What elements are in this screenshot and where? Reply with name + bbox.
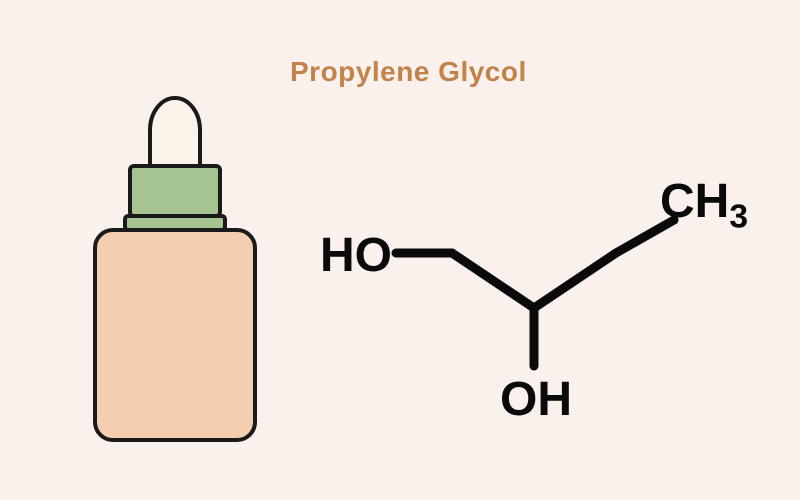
dropper-bottle-icon: [75, 90, 275, 450]
title: Propylene Glycol: [290, 56, 527, 88]
atom-label: CH3: [660, 174, 748, 229]
molecule-diagram: HO CH3 OH: [320, 150, 750, 430]
atom-label: OH: [500, 372, 572, 427]
atom-label: HO: [320, 228, 392, 283]
